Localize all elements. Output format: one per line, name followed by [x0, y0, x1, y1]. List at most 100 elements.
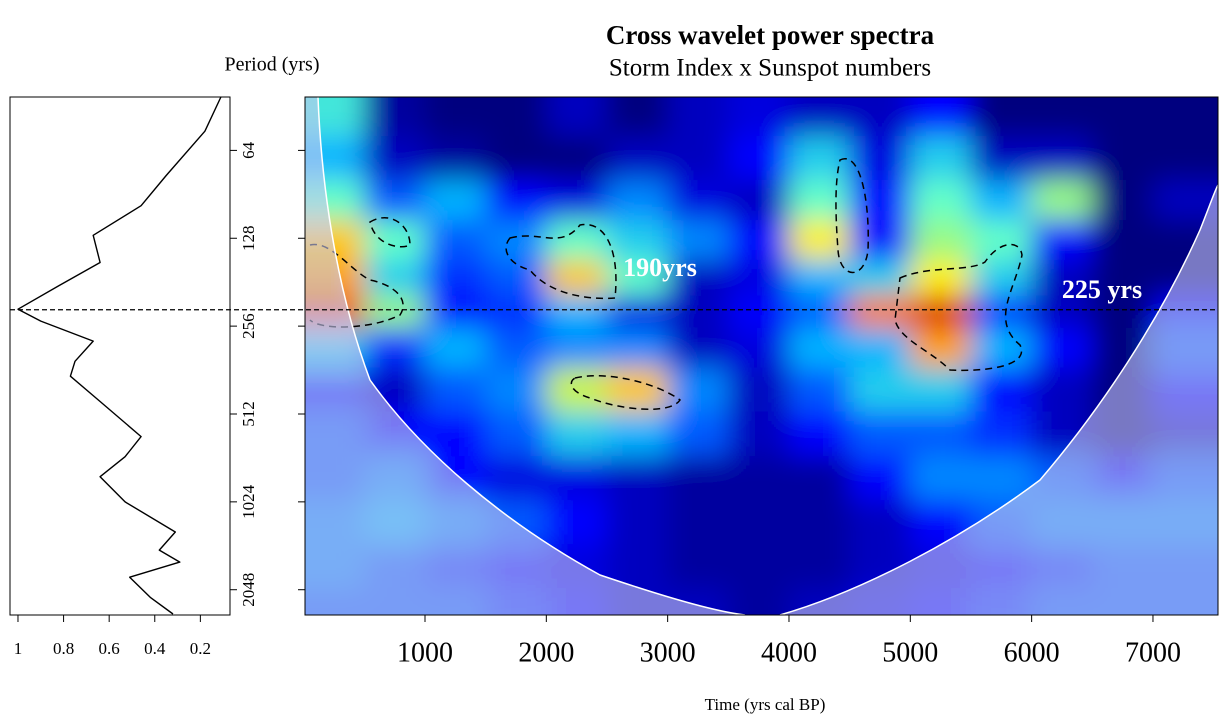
heatmap-cell — [1031, 136, 1093, 181]
y-tick-label: 1024 — [239, 484, 258, 519]
heatmap-cell — [485, 295, 547, 329]
heatmap-cell — [970, 411, 1033, 457]
heatmap-cell — [728, 259, 790, 297]
heatmap-cell — [1031, 259, 1093, 297]
heatmap-cell — [667, 544, 729, 589]
heatmap-cell — [424, 259, 487, 297]
heatmap-cell — [788, 411, 851, 457]
heatmap-cell — [849, 327, 911, 369]
heatmap-cell — [1152, 136, 1218, 181]
heatmap-cell — [970, 220, 1033, 261]
heatmap-cell — [546, 295, 608, 329]
y-tick-label: 256 — [239, 313, 258, 339]
heatmap-cell — [788, 259, 851, 297]
heatmap-cell — [970, 179, 1033, 221]
heatmap-cell — [606, 220, 669, 261]
heatmap-cell — [728, 500, 790, 545]
heatmap-cell — [910, 220, 972, 261]
heatmap-cell — [849, 179, 911, 221]
heatmap-cell — [970, 295, 1033, 329]
heatmap-cell — [485, 179, 547, 221]
heatmap-cell — [910, 259, 972, 297]
annotation: 190yrs — [623, 253, 697, 282]
heatmap-cell — [424, 295, 487, 329]
heatmap-cell — [728, 367, 790, 412]
contour — [505, 223, 617, 300]
heatmap-cell — [485, 97, 547, 137]
x-tick-label: 4000 — [761, 637, 817, 668]
x-axis-label: Time (yrs cal BP) — [705, 695, 826, 714]
heatmap-cell — [849, 295, 911, 329]
heatmap-cell — [788, 544, 851, 589]
heatmap-cell — [546, 327, 608, 369]
heatmap-cell — [364, 136, 426, 181]
heatmap-cell — [910, 411, 972, 457]
cone-of-influence-shade — [305, 97, 745, 615]
heatmap-cell — [788, 367, 851, 412]
heatmap-cell — [485, 411, 547, 457]
heatmap-cell — [667, 500, 729, 545]
spectrum-frame — [9, 96, 231, 616]
contour — [835, 157, 870, 274]
heatmap-cell — [606, 411, 669, 457]
heatmap-cell — [606, 500, 669, 545]
heatmap-cell — [1092, 136, 1154, 181]
heatmap-cell — [728, 587, 790, 615]
heatmap-cell — [788, 456, 851, 501]
x-tick-label: 3000 — [640, 637, 696, 668]
x-tick-label: 6000 — [1004, 637, 1060, 668]
heatmap-cell — [424, 136, 487, 181]
heatmap-cell — [788, 295, 851, 329]
x-tick-label: 0.2 — [190, 639, 211, 658]
heatmap-cell — [667, 456, 729, 501]
heatmap-cell — [424, 327, 487, 369]
heatmap-cell — [667, 411, 729, 457]
contour — [570, 375, 682, 411]
heatmap-cell — [788, 179, 851, 221]
heatmap-cell — [364, 327, 426, 369]
heatmap-cell — [485, 456, 547, 501]
heatmap-cell — [1031, 327, 1093, 369]
heatmap-cell — [546, 367, 608, 412]
heatmap-cell — [1092, 97, 1154, 137]
heatmap-cell — [849, 97, 911, 137]
heatmap-cell — [910, 456, 972, 501]
heatmap-cell — [424, 411, 487, 457]
heatmap-cell — [606, 97, 669, 137]
heatmap-cell — [728, 136, 790, 181]
heatmap-cell — [424, 179, 487, 221]
heatmap-cell — [485, 136, 547, 181]
heatmap-cell — [970, 97, 1033, 137]
plot-frame — [304, 96, 1219, 616]
x-tick-label: 0.6 — [99, 639, 120, 658]
heatmap-cell — [546, 220, 608, 261]
x-tick-label: 0.8 — [53, 639, 74, 658]
heatmap-cell — [1092, 220, 1154, 261]
heatmap-cell — [910, 136, 972, 181]
heatmap-cell — [910, 179, 972, 221]
heatmap-cell — [546, 500, 608, 545]
heatmap-cell — [606, 367, 669, 412]
heatmap-cell — [728, 220, 790, 261]
contour — [369, 217, 411, 248]
heatmap-cell — [667, 327, 729, 369]
heatmap-cell — [546, 259, 608, 297]
heatmap-cell — [788, 220, 851, 261]
heatmap-cell — [606, 327, 669, 369]
heatmap-cell — [546, 179, 608, 221]
heatmap-cell — [1092, 295, 1154, 329]
heatmap-cell — [546, 97, 608, 137]
heatmap-cell — [970, 367, 1033, 412]
heatmap-cell — [728, 97, 790, 137]
chart-subtitle: Storm Index x Sunspot numbers — [609, 55, 931, 82]
heatmap-cell — [1152, 97, 1218, 137]
heatmap-cell — [485, 367, 547, 412]
heatmap-cell — [970, 327, 1033, 369]
x-tick-label: 0.4 — [144, 639, 166, 658]
heatmap-cell — [364, 179, 426, 221]
heatmap-cell — [970, 259, 1033, 297]
heatmap-cell — [788, 136, 851, 181]
annotation: 225 yrs — [1062, 275, 1142, 304]
heatmap-cell — [546, 456, 608, 501]
